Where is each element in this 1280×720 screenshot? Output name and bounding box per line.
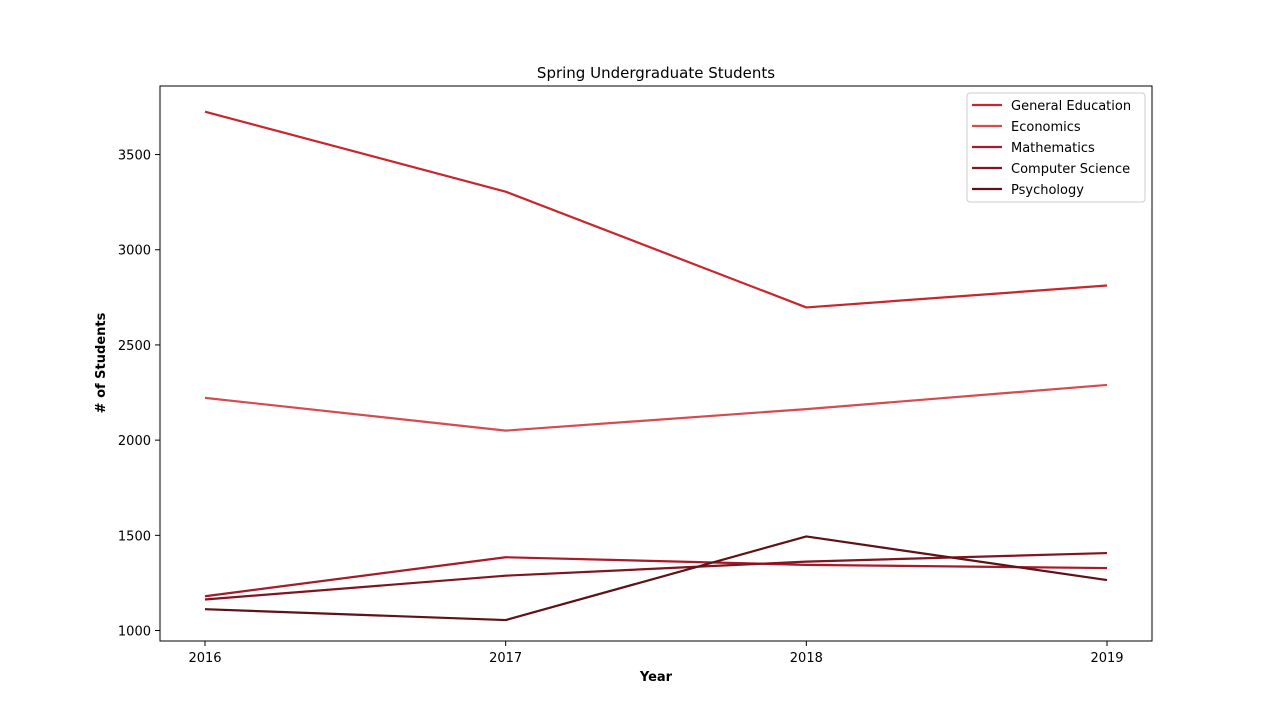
- legend-entry-label: General Education: [1011, 99, 1131, 114]
- x-tick-label: 2016: [188, 651, 221, 666]
- y-tick-label: 2500: [118, 339, 151, 354]
- series-line-psychology: [204, 535, 1108, 622]
- legend-entry-label: Economics: [1011, 120, 1081, 135]
- y-tick-label: 3500: [118, 149, 151, 164]
- chart-title: Spring Undergraduate Students: [537, 64, 775, 82]
- series-line-general-education: [204, 110, 1108, 309]
- legend: General Education Economics Mathematics Com…: [966, 92, 1146, 203]
- legend-entry-label: Psychology: [1011, 183, 1084, 198]
- x-tick-label: 2017: [489, 651, 522, 666]
- y-axis-label: # of Students: [94, 312, 109, 413]
- plot-frame: [159, 85, 1153, 642]
- y-tick-label: 1000: [118, 625, 151, 640]
- y-tick-label: 1500: [118, 529, 151, 544]
- plot-area: [204, 110, 1108, 622]
- series-line-economics: [204, 383, 1108, 432]
- x-axis: 2016 2017 2018 2019: [188, 641, 1124, 666]
- y-tick-label: 2000: [118, 434, 151, 449]
- legend-entry-label: Computer Science: [1011, 162, 1130, 177]
- legend-box: [966, 92, 1146, 203]
- x-axis-label: Year: [639, 670, 673, 685]
- x-tick-label: 2018: [790, 651, 823, 666]
- y-axis: 1000 1500 2000 2500 3000 3500: [118, 149, 160, 640]
- series-line-mathematics: [204, 556, 1108, 598]
- y-tick-label: 3000: [118, 244, 151, 259]
- legend-entry-label: Mathematics: [1011, 141, 1095, 156]
- x-tick-label: 2019: [1090, 651, 1123, 666]
